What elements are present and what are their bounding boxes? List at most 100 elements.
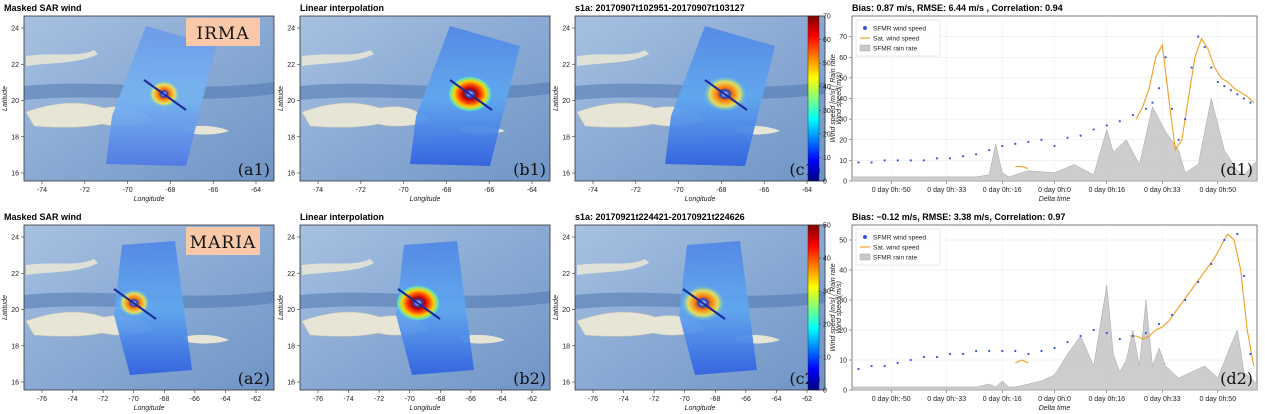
x-tick-label: -66 xyxy=(466,396,476,403)
map-ylabel: Latitude xyxy=(2,86,9,111)
sfmr-point xyxy=(1249,352,1252,356)
x-tick-label: -68 xyxy=(159,396,169,403)
colorbar-tick-label: 0 xyxy=(823,179,827,186)
y-tick-label: 24 xyxy=(11,26,19,33)
y-tick-label: 60 xyxy=(839,55,847,62)
y-tick-label: 16 xyxy=(287,380,295,387)
colorbar-tick-label: 30 xyxy=(823,108,831,115)
sfmr-point xyxy=(1184,118,1187,121)
x-tick-label: -68 xyxy=(716,187,726,194)
x-tick-label: -72 xyxy=(356,187,366,194)
sfmr-point xyxy=(922,355,925,359)
y-tick-label: 22 xyxy=(562,62,570,69)
map-xlabel: Longitude xyxy=(685,405,716,412)
sfmr-point xyxy=(1223,85,1226,88)
x-tick-label: -70 xyxy=(123,187,133,194)
x-tick-label: -66 xyxy=(208,187,218,194)
colorbar-label: Wind speed(m/s) xyxy=(836,72,843,125)
x-tick-label: 0 day 0h:-33 xyxy=(927,396,966,403)
panel-label: (d2) xyxy=(1220,369,1253,388)
y-tick-label: 22 xyxy=(287,62,295,69)
sfmr-point xyxy=(909,159,912,162)
x-tick-label: -74 xyxy=(37,187,47,194)
map-xlabel: Longitude xyxy=(685,196,716,203)
colorbar-tick-label: 50 xyxy=(823,61,831,68)
island-puerto-rico xyxy=(460,334,505,344)
y-tick-label: 18 xyxy=(287,343,295,350)
sfmr-point xyxy=(1131,334,1134,338)
colorbar-tick-label: 10 xyxy=(823,355,831,362)
sfmr-point xyxy=(1001,349,1004,353)
y-tick-label: 16 xyxy=(562,380,570,387)
y-tick-label: 10 xyxy=(839,358,847,365)
x-tick-label: -64 xyxy=(527,187,537,194)
x-tick-label: -72 xyxy=(374,396,384,403)
legend-label: SFMR rain rate xyxy=(873,46,917,53)
x-tick-label: -64 xyxy=(251,187,261,194)
x-tick-label: 0 day 0h:50 xyxy=(1200,396,1237,403)
x-tick-label: -68 xyxy=(441,187,451,194)
y-tick-label: 22 xyxy=(287,271,295,278)
storm-name: MARIA xyxy=(190,233,256,253)
sfmr-point xyxy=(896,159,899,162)
y-tick-label: 20 xyxy=(287,98,295,105)
sfmr-point xyxy=(1197,35,1200,38)
sfmr-point xyxy=(1229,89,1232,92)
sfmr-point xyxy=(1170,313,1174,317)
map-panel: Linear interpolation (b1) -74 -72 -70 -68 -66 -… xyxy=(278,3,551,203)
x-tick-label: -68 xyxy=(710,396,720,403)
colorbar-gradient xyxy=(807,224,820,391)
legend: SFMR wind speed Sat. wind speed SFMR rain … xyxy=(855,19,941,57)
legend: SFMR wind speed Sat. wind speed SFMR rain … xyxy=(855,228,941,266)
y-tick-label: 22 xyxy=(11,271,19,278)
map-ylabel: Latitude xyxy=(278,86,285,111)
sfmr-point xyxy=(1242,274,1246,278)
map-xlabel: Longitude xyxy=(410,405,441,412)
sfmr-point xyxy=(1190,66,1193,69)
storm-name-box xyxy=(186,18,260,46)
x-tick-label: -70 xyxy=(674,187,684,194)
x-tick-label: -70 xyxy=(129,396,139,403)
x-tick-label: 0 day 0h:0 xyxy=(1038,396,1071,403)
sfmr-point xyxy=(909,358,912,362)
map-frame xyxy=(574,15,826,182)
sfmr-point xyxy=(922,159,925,162)
x-tick-label: -68 xyxy=(435,396,445,403)
x-tick-label: -62 xyxy=(527,396,537,403)
x-tick-label: 0 day 0h:-16 xyxy=(983,396,1022,403)
y-tick-label: 18 xyxy=(11,134,19,141)
y-tick-label: 10 xyxy=(839,158,847,165)
track-line xyxy=(113,288,157,320)
y-tick-label: 18 xyxy=(287,134,295,141)
timeseries-xlabel: Delta time xyxy=(1039,196,1071,203)
map-title: s1a: 20170907t102951-20170907t103127 xyxy=(575,3,745,13)
x-tick-label: -76 xyxy=(37,396,47,403)
colorbar-tick-label: 50 xyxy=(823,223,831,230)
y-tick-label: 18 xyxy=(562,134,570,141)
map-title: Masked SAR wind xyxy=(4,212,82,222)
map-ylabel: Latitude xyxy=(553,295,560,320)
colorbar: 0 10 20 30 40 50 60 70 Wind speed(m/s) xyxy=(807,14,843,186)
sfmr-point xyxy=(1210,66,1213,69)
sfmr-point xyxy=(975,153,978,156)
x-tick-label: -62 xyxy=(251,396,261,403)
sfmr-point xyxy=(1144,107,1148,110)
x-tick-label: -72 xyxy=(98,396,108,403)
y-tick-label: 0 xyxy=(843,388,847,395)
storm-name-box xyxy=(186,227,260,255)
y-tick-label: 16 xyxy=(11,171,19,178)
row-1: Masked SAR wind IRMA (a1) -74 -72 -70 -68 -66 -6… xyxy=(2,3,1258,203)
legend-label: SFMR wind speed xyxy=(873,235,926,242)
y-tick-label: 40 xyxy=(839,268,847,275)
sfmr-point xyxy=(961,155,965,158)
sfmr-point xyxy=(1197,280,1200,284)
y-tick-label: 40 xyxy=(839,96,847,103)
x-tick-label: 0 day 0h:16 xyxy=(1088,187,1125,194)
sfmr-point xyxy=(1170,107,1174,110)
sfmr-point xyxy=(1014,349,1017,353)
map-frame xyxy=(574,224,826,391)
sfmr-point xyxy=(1014,142,1017,145)
legend-marker-sfmr xyxy=(863,26,867,30)
y-tick-label: 30 xyxy=(839,298,847,305)
